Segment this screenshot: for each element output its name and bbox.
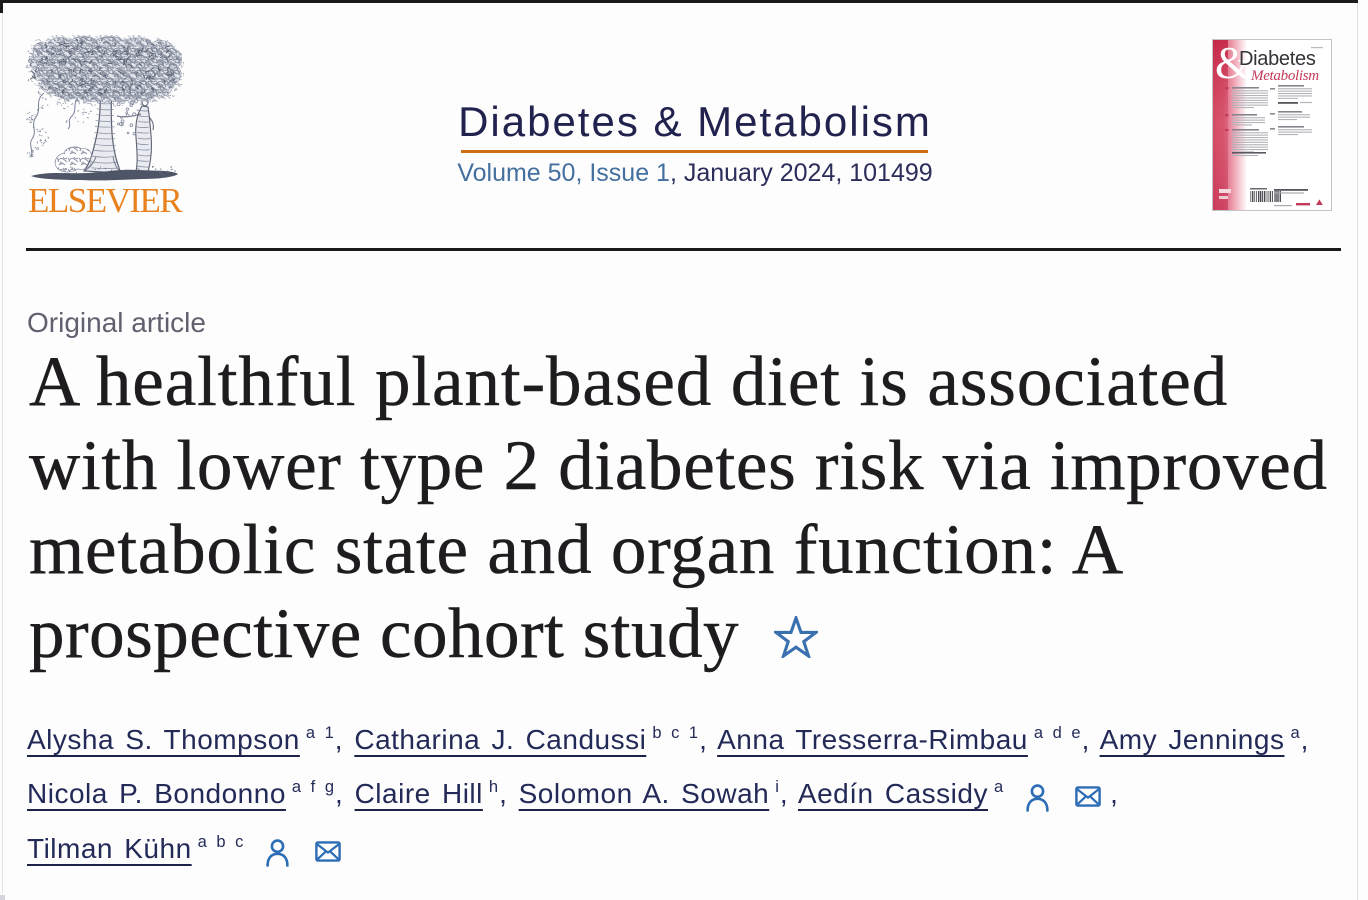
svg-text:&: &: [1215, 39, 1251, 88]
svg-text:Metabolism: Metabolism: [1250, 68, 1319, 84]
svg-text:Diabetes: Diabetes: [1239, 48, 1316, 70]
